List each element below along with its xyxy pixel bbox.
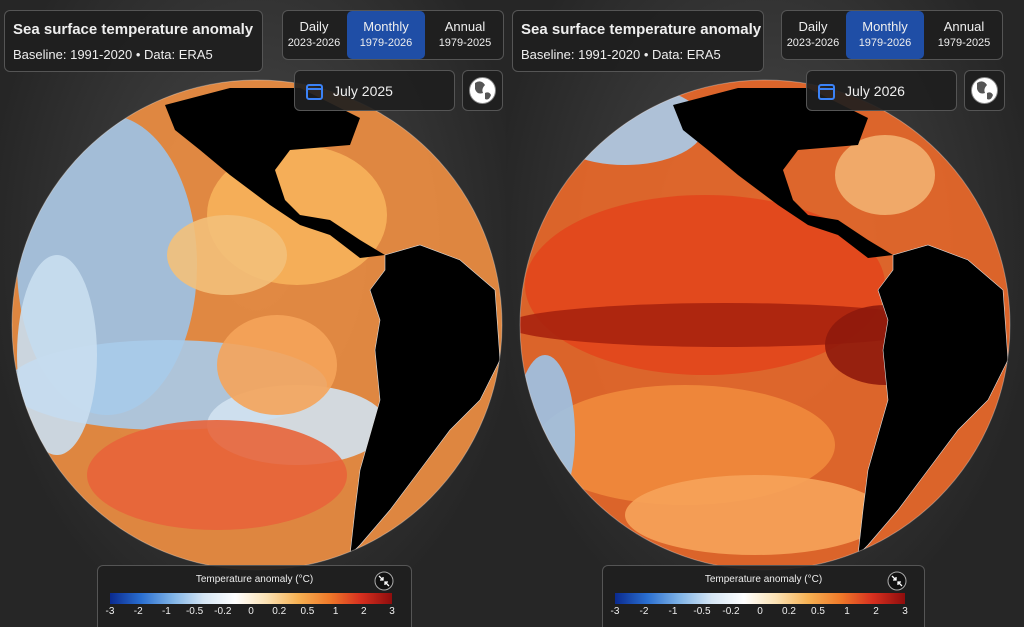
legend-tick: -0.5 xyxy=(693,606,711,617)
legend-tick: 1 xyxy=(332,606,339,617)
globe-icon-circle xyxy=(469,77,496,104)
legend-tick: 1 xyxy=(844,606,850,617)
globe-icon-land xyxy=(977,81,993,100)
legend-tick: 2 xyxy=(361,606,367,617)
legend-tick: -1 xyxy=(668,606,678,617)
sst-field xyxy=(17,255,97,455)
land xyxy=(165,88,385,258)
subtitle: Baseline: 1991-2020 • Data: ERA5 xyxy=(521,47,721,62)
sst-field xyxy=(835,135,935,215)
mode-range: 2023-2026 xyxy=(287,37,341,49)
globe-toggle[interactable] xyxy=(964,70,1005,111)
legend-tick: 3 xyxy=(902,606,908,617)
globe-view xyxy=(519,79,1011,571)
calendar-body xyxy=(306,84,323,100)
collapse-circle xyxy=(374,571,394,591)
calendar-icon xyxy=(818,84,835,100)
mode-switch: Daily 2023-2026 Monthly 1979-2026 Annual 1979… xyxy=(781,10,1003,60)
legend-tick: -1 xyxy=(161,606,171,617)
collapse-arrows xyxy=(891,575,903,587)
legend-tick: -0.2 xyxy=(722,606,740,617)
legend-title: Temperature anomaly (°C) xyxy=(195,574,314,585)
mode-range: 1979-2026 xyxy=(858,37,912,49)
map-panel: Sea surface temperature anomaly Baseline:… xyxy=(0,0,512,627)
land xyxy=(673,88,893,258)
mode-label: Annual xyxy=(943,19,985,34)
mode-label: Monthly xyxy=(363,19,409,34)
legend-tick: 3 xyxy=(389,606,395,617)
mode-button[interactable]: Daily 2023-2026 xyxy=(782,11,844,59)
date: July 2026 xyxy=(845,83,905,99)
globe-toggle[interactable] xyxy=(462,70,503,111)
sst-field xyxy=(535,385,835,505)
sst-field xyxy=(217,315,337,415)
map-panel: Sea surface temperature anomaly Baseline:… xyxy=(506,0,1024,627)
mode-button[interactable]: Annual 1979-2025 xyxy=(427,11,503,59)
legend-tick: -2 xyxy=(639,606,649,617)
globe-view xyxy=(11,79,503,571)
legend-tick: 0.5 xyxy=(811,606,825,617)
sst-field xyxy=(625,475,885,555)
mode-button[interactable]: Monthly 1979-2026 xyxy=(846,11,924,59)
calendar-icon xyxy=(306,84,323,100)
collapse-arrows xyxy=(378,575,390,587)
mode-range: 2023-2026 xyxy=(786,37,840,49)
mode-range: 1979-2025 xyxy=(937,37,991,49)
date-picker[interactable]: July 2025 xyxy=(294,70,455,111)
mode-label: Monthly xyxy=(862,19,908,34)
land xyxy=(349,244,501,556)
collapse-button[interactable] xyxy=(374,571,394,591)
sst-field xyxy=(87,420,347,530)
legend-tick: 0 xyxy=(248,606,254,617)
legend-tick: 0.2 xyxy=(782,606,796,617)
legend-tick: 0.5 xyxy=(300,606,315,617)
mode-button[interactable]: Monthly 1979-2026 xyxy=(347,11,425,59)
mode-label: Daily xyxy=(299,19,329,34)
legend-tick: -0.2 xyxy=(214,606,232,617)
mode-label: Daily xyxy=(798,19,828,34)
title-box: Sea surface temperature anomaly Baseline:… xyxy=(4,10,263,72)
mode-label: Annual xyxy=(444,19,486,34)
mode-range: 1979-2025 xyxy=(438,37,492,49)
mode-switch: Daily 2023-2026 Monthly 1979-2026 Annual 1979… xyxy=(282,10,504,60)
mode-range: 1979-2026 xyxy=(359,37,413,49)
sst-field xyxy=(167,215,287,295)
collapse-circle xyxy=(887,571,907,591)
legend-tick: -3 xyxy=(610,606,620,617)
date-picker[interactable]: July 2026 xyxy=(806,70,957,111)
title-box: Sea surface temperature anomaly Baseline:… xyxy=(512,10,764,72)
calendar-body xyxy=(818,84,835,100)
legend-tick: -0.5 xyxy=(185,606,204,617)
color-bar xyxy=(615,593,905,604)
legend-tick: -2 xyxy=(133,606,143,617)
globe-icon xyxy=(971,77,998,104)
legend: Temperature anomaly (°C) -3 -2 -1 -0.5 -0.2 0 0… xyxy=(602,565,925,627)
legend: Temperature anomaly (°C) -3 -2 -1 -0.5 -0.2 0 0… xyxy=(97,565,412,627)
mode-button[interactable]: Daily 2023-2026 xyxy=(283,11,345,59)
collapse-button[interactable] xyxy=(887,571,907,591)
globe xyxy=(12,80,502,570)
mode-button[interactable]: Annual 1979-2025 xyxy=(926,11,1002,59)
legend-tick: 0.2 xyxy=(272,606,287,617)
title: Sea surface temperature anomaly xyxy=(13,21,254,38)
globe-icon-circle xyxy=(971,77,998,104)
sst-field xyxy=(520,355,575,515)
title: Sea surface temperature anomaly xyxy=(521,21,762,38)
legend-tick: 0 xyxy=(757,606,763,617)
color-bar xyxy=(110,593,392,604)
date: July 2025 xyxy=(333,83,393,99)
globe-icon-land xyxy=(475,81,491,100)
legend-tick: -3 xyxy=(105,606,115,617)
globe xyxy=(520,80,1010,570)
subtitle: Baseline: 1991-2020 • Data: ERA5 xyxy=(13,47,213,62)
legend-title: Temperature anomaly (°C) xyxy=(704,574,823,585)
legend-tick: 2 xyxy=(873,606,879,617)
globe-icon xyxy=(469,77,496,104)
land xyxy=(857,244,1009,556)
